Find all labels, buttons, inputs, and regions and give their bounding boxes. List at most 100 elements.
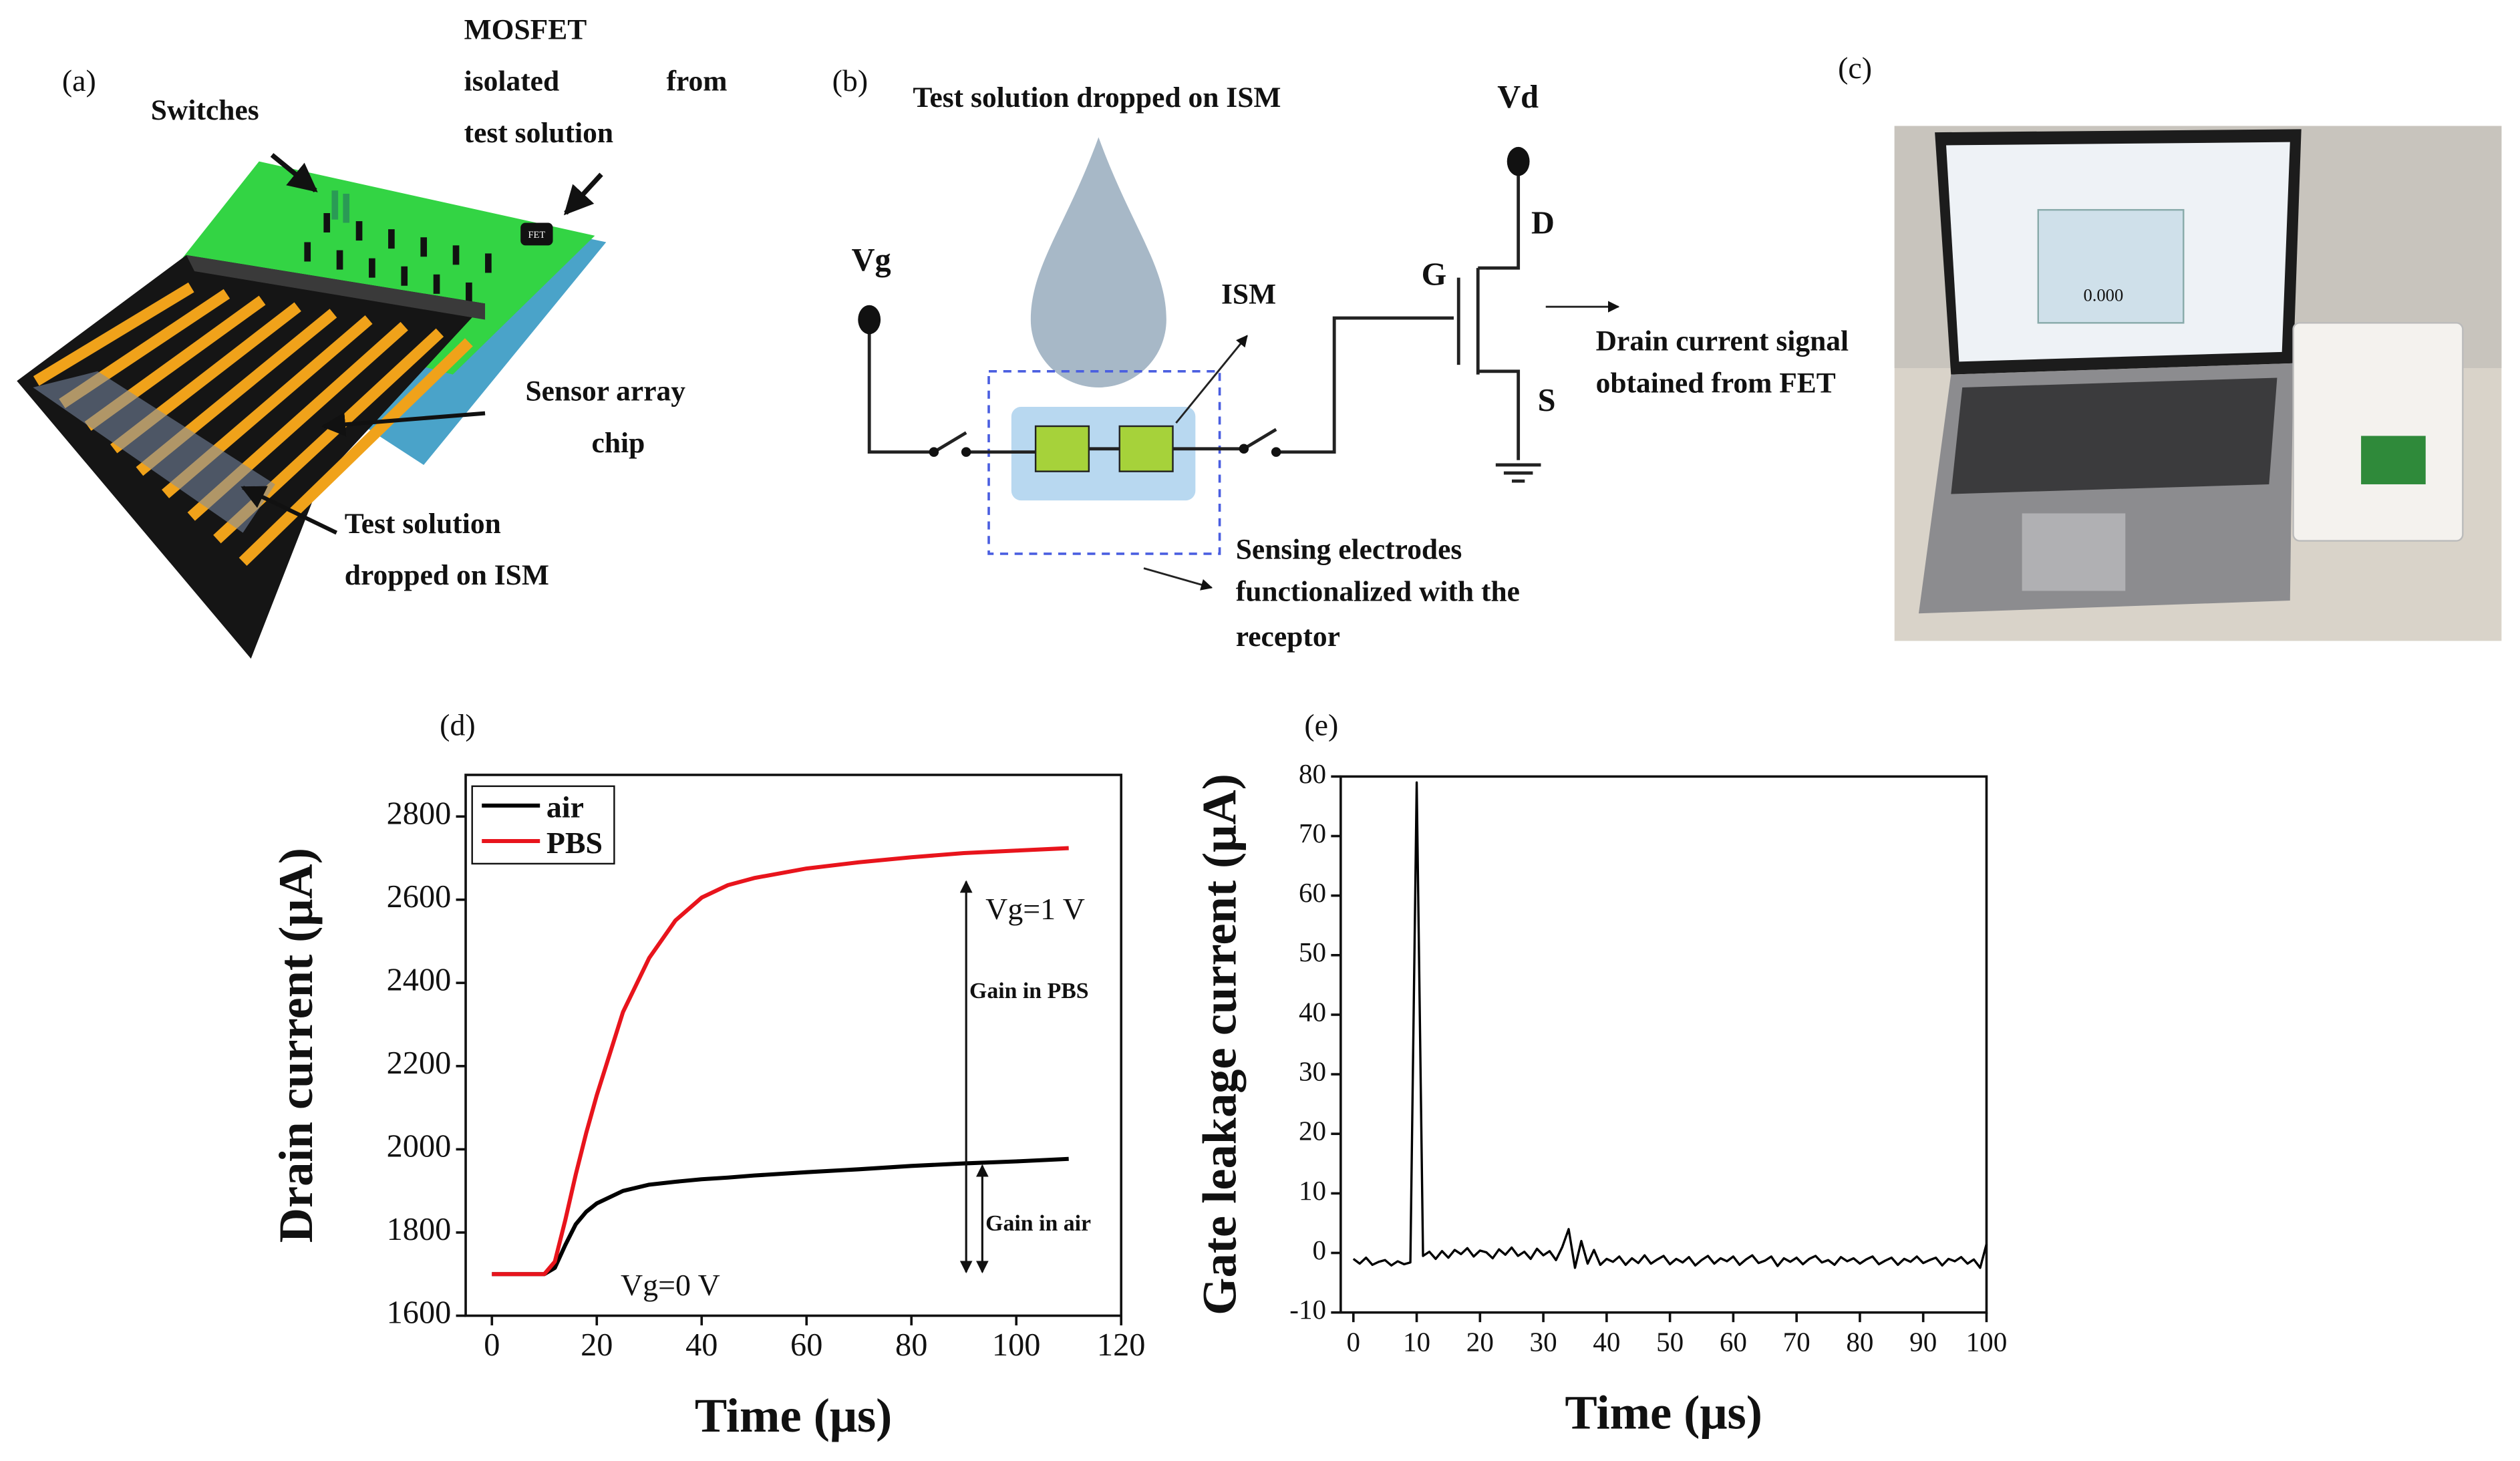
- touchpad: [2022, 513, 2126, 591]
- legend-box: [471, 785, 615, 865]
- terminal: [858, 305, 881, 335]
- panel-b: (b) Test solution dropped on ISM Vg ISM …: [832, 63, 1849, 653]
- x-tick-label: 20: [1466, 1326, 1494, 1357]
- callout: from: [667, 65, 728, 98]
- x-tick-label: 80: [895, 1327, 927, 1363]
- y-tick-label: 50: [1299, 937, 1326, 967]
- y-tick-label: 2600: [387, 879, 452, 915]
- switch-node: [1271, 447, 1281, 457]
- callout: receptor: [1236, 621, 1340, 653]
- x-tick-label: 120: [1097, 1327, 1146, 1363]
- panel-c: (c) 0.000: [1838, 51, 2502, 641]
- panel-a: (a) FET Switches MOSFET isolated from te…: [17, 13, 728, 659]
- switch-node: [1239, 444, 1249, 454]
- annotation: Gain in air: [985, 1211, 1091, 1236]
- switch-node: [929, 447, 939, 457]
- y-axis-label: Gate leakage current (μA): [1192, 774, 1246, 1315]
- node-label: D: [1531, 205, 1555, 240]
- y-tick-label: 20: [1299, 1116, 1326, 1146]
- plot-frame: [1340, 775, 1988, 1314]
- data-line: [492, 1156, 1069, 1277]
- callout: isolated: [464, 65, 560, 98]
- callout: obtained from FET: [1596, 367, 1836, 399]
- arrow: [270, 153, 318, 192]
- electrode: [1118, 425, 1174, 472]
- plot-frame: [464, 774, 1122, 1317]
- callout: Sensing electrodes: [1236, 533, 1462, 565]
- arrow: [1143, 567, 1213, 591]
- x-axis-label: Time (μs): [1565, 1385, 1762, 1439]
- x-tick-label: 100: [992, 1327, 1041, 1363]
- data-line: [1352, 781, 1988, 1269]
- x-axis-label: Time (μs): [695, 1388, 892, 1442]
- y-tick-label: 80: [1299, 758, 1326, 789]
- panel-label: (e): [1304, 707, 1338, 742]
- fet-label: FET: [528, 230, 545, 240]
- callout: Test solution dropped on ISM: [913, 82, 1281, 114]
- circuit: [867, 161, 1541, 483]
- sensor-board: [2361, 436, 2426, 484]
- y-tick-label: 1600: [387, 1295, 452, 1331]
- solution-drop: [33, 371, 275, 533]
- callout: Sensor array: [525, 375, 685, 408]
- callout: dropped on ISM: [345, 559, 549, 591]
- y-tick-label: 2200: [387, 1045, 452, 1081]
- y-tick-label: -10: [1289, 1294, 1326, 1325]
- x-tick-label: 60: [790, 1327, 822, 1363]
- panel-label: (c): [1838, 51, 1872, 85]
- chip-edge: [186, 255, 486, 320]
- x-tick-label: 0: [484, 1327, 500, 1363]
- arrow: [321, 411, 486, 437]
- annotation: Vg=0 V: [621, 1268, 720, 1302]
- x-tick-label: 30: [1530, 1326, 1557, 1357]
- fet-chip: [520, 222, 553, 246]
- y-axis-label: Drain current (μA): [269, 848, 323, 1243]
- node-label: Vd: [1497, 79, 1539, 115]
- keyboard: [1951, 377, 2277, 494]
- panel-label: (a): [62, 63, 96, 98]
- arrow: [241, 486, 338, 535]
- node-label: Vg: [852, 242, 891, 278]
- y-tick-label: 30: [1299, 1056, 1326, 1087]
- y-tick-label: 60: [1299, 877, 1326, 908]
- x-tick-label: 50: [1656, 1326, 1684, 1357]
- screen-value: 0.000: [2083, 285, 2123, 305]
- node-label: S: [1538, 383, 1556, 418]
- x-tick-label: 0: [1347, 1326, 1361, 1357]
- switch-node: [961, 447, 971, 457]
- x-tick-label: 10: [1403, 1326, 1430, 1357]
- data-line: [492, 846, 1069, 1277]
- x-tick-label: 100: [1966, 1326, 2008, 1357]
- electrode: [1034, 425, 1090, 472]
- annotation: Gain in PBS: [969, 979, 1089, 1003]
- arrow: [563, 172, 603, 216]
- x-tick-label: 90: [1909, 1326, 1937, 1357]
- legend-label: PBS: [546, 826, 603, 860]
- y-tick-label: 70: [1299, 818, 1326, 848]
- annotation: Vg=1 V: [985, 892, 1085, 926]
- x-tick-label: 70: [1783, 1326, 1810, 1357]
- device-box: [2292, 322, 2464, 542]
- callout: Drain current signal: [1596, 325, 1849, 357]
- y-tick-label: 2800: [387, 796, 452, 831]
- y-tick-label: 2000: [387, 1129, 452, 1164]
- window: [2037, 208, 2185, 324]
- x-tick-label: 60: [1720, 1326, 1747, 1357]
- drop: [1030, 137, 1166, 387]
- y-tick-label: 40: [1299, 996, 1326, 1027]
- x-tick-label: 40: [685, 1327, 718, 1363]
- y-tick-label: 0: [1313, 1235, 1327, 1265]
- terminal: [1507, 146, 1530, 176]
- panel-label: (b): [832, 63, 869, 98]
- x-tick-label: 40: [1593, 1326, 1620, 1357]
- switch-pins: [304, 190, 492, 302]
- arrow: [1175, 335, 1248, 424]
- x-tick-label: 80: [1846, 1326, 1873, 1357]
- y-tick-label: 10: [1299, 1175, 1326, 1206]
- x-tick-label: 20: [581, 1327, 613, 1363]
- legend-label: air: [546, 790, 584, 824]
- callout: chip: [592, 427, 645, 459]
- y-tick-label: 2400: [387, 962, 452, 997]
- callout: test solution: [464, 117, 613, 149]
